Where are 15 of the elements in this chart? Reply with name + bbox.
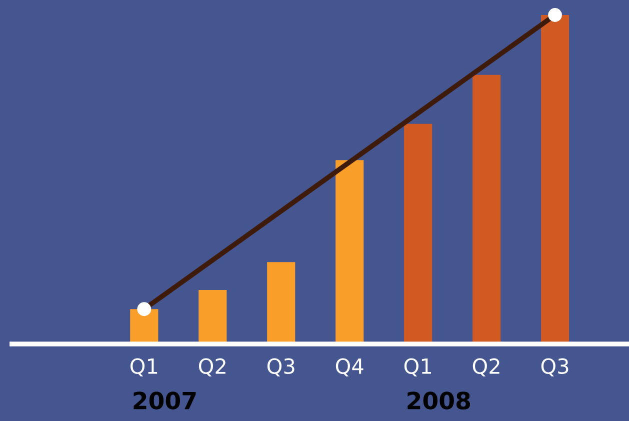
text: 2007	[134, 392, 196, 410]
x-tick-label: Q1	[130, 358, 158, 376]
bar	[404, 124, 432, 344]
text: 2008	[408, 392, 470, 410]
x-tick-label: Q2	[198, 358, 226, 376]
x-tick-label: Q4	[336, 358, 364, 376]
bar	[267, 262, 296, 344]
x-tick-label: Q3	[267, 358, 294, 376]
bar	[472, 74, 501, 344]
bar	[540, 15, 570, 344]
bar	[336, 160, 364, 344]
x-tick-label: Q1	[404, 358, 431, 376]
x-tick-label: Q3	[541, 358, 568, 376]
bar	[198, 290, 227, 344]
x-tick-label: Q2	[472, 358, 500, 376]
